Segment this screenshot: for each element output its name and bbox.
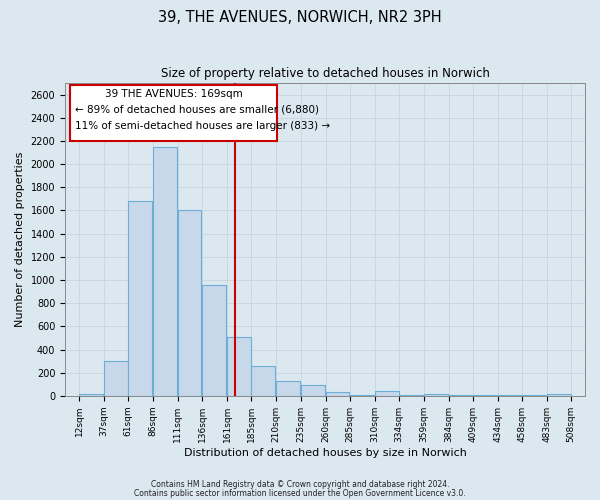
Bar [326,392,349,396]
Bar [79,394,103,396]
Bar [251,366,275,396]
Bar [128,201,152,396]
Text: ← 89% of detached houses are smaller (6,880): ← 89% of detached houses are smaller (6,… [75,104,319,115]
Text: 39, THE AVENUES, NORWICH, NR2 3PH: 39, THE AVENUES, NORWICH, NR2 3PH [158,10,442,25]
Bar [301,385,325,396]
Text: 11% of semi-detached houses are larger (833) →: 11% of semi-detached houses are larger (… [75,120,330,130]
Bar [375,391,399,396]
Bar [276,382,300,396]
Bar [227,337,251,396]
Y-axis label: Number of detached properties: Number of detached properties [15,152,25,327]
Text: Contains HM Land Registry data © Crown copyright and database right 2024.: Contains HM Land Registry data © Crown c… [151,480,449,489]
Bar [202,284,226,396]
Bar [178,210,202,396]
Text: 39 THE AVENUES: 169sqm: 39 THE AVENUES: 169sqm [104,89,242,99]
Text: Contains public sector information licensed under the Open Government Licence v3: Contains public sector information licen… [134,488,466,498]
FancyBboxPatch shape [70,86,277,141]
Title: Size of property relative to detached houses in Norwich: Size of property relative to detached ho… [161,68,490,80]
Bar [104,361,128,396]
Bar [153,147,176,396]
Bar [424,394,448,396]
Bar [547,394,571,396]
X-axis label: Distribution of detached houses by size in Norwich: Distribution of detached houses by size … [184,448,466,458]
